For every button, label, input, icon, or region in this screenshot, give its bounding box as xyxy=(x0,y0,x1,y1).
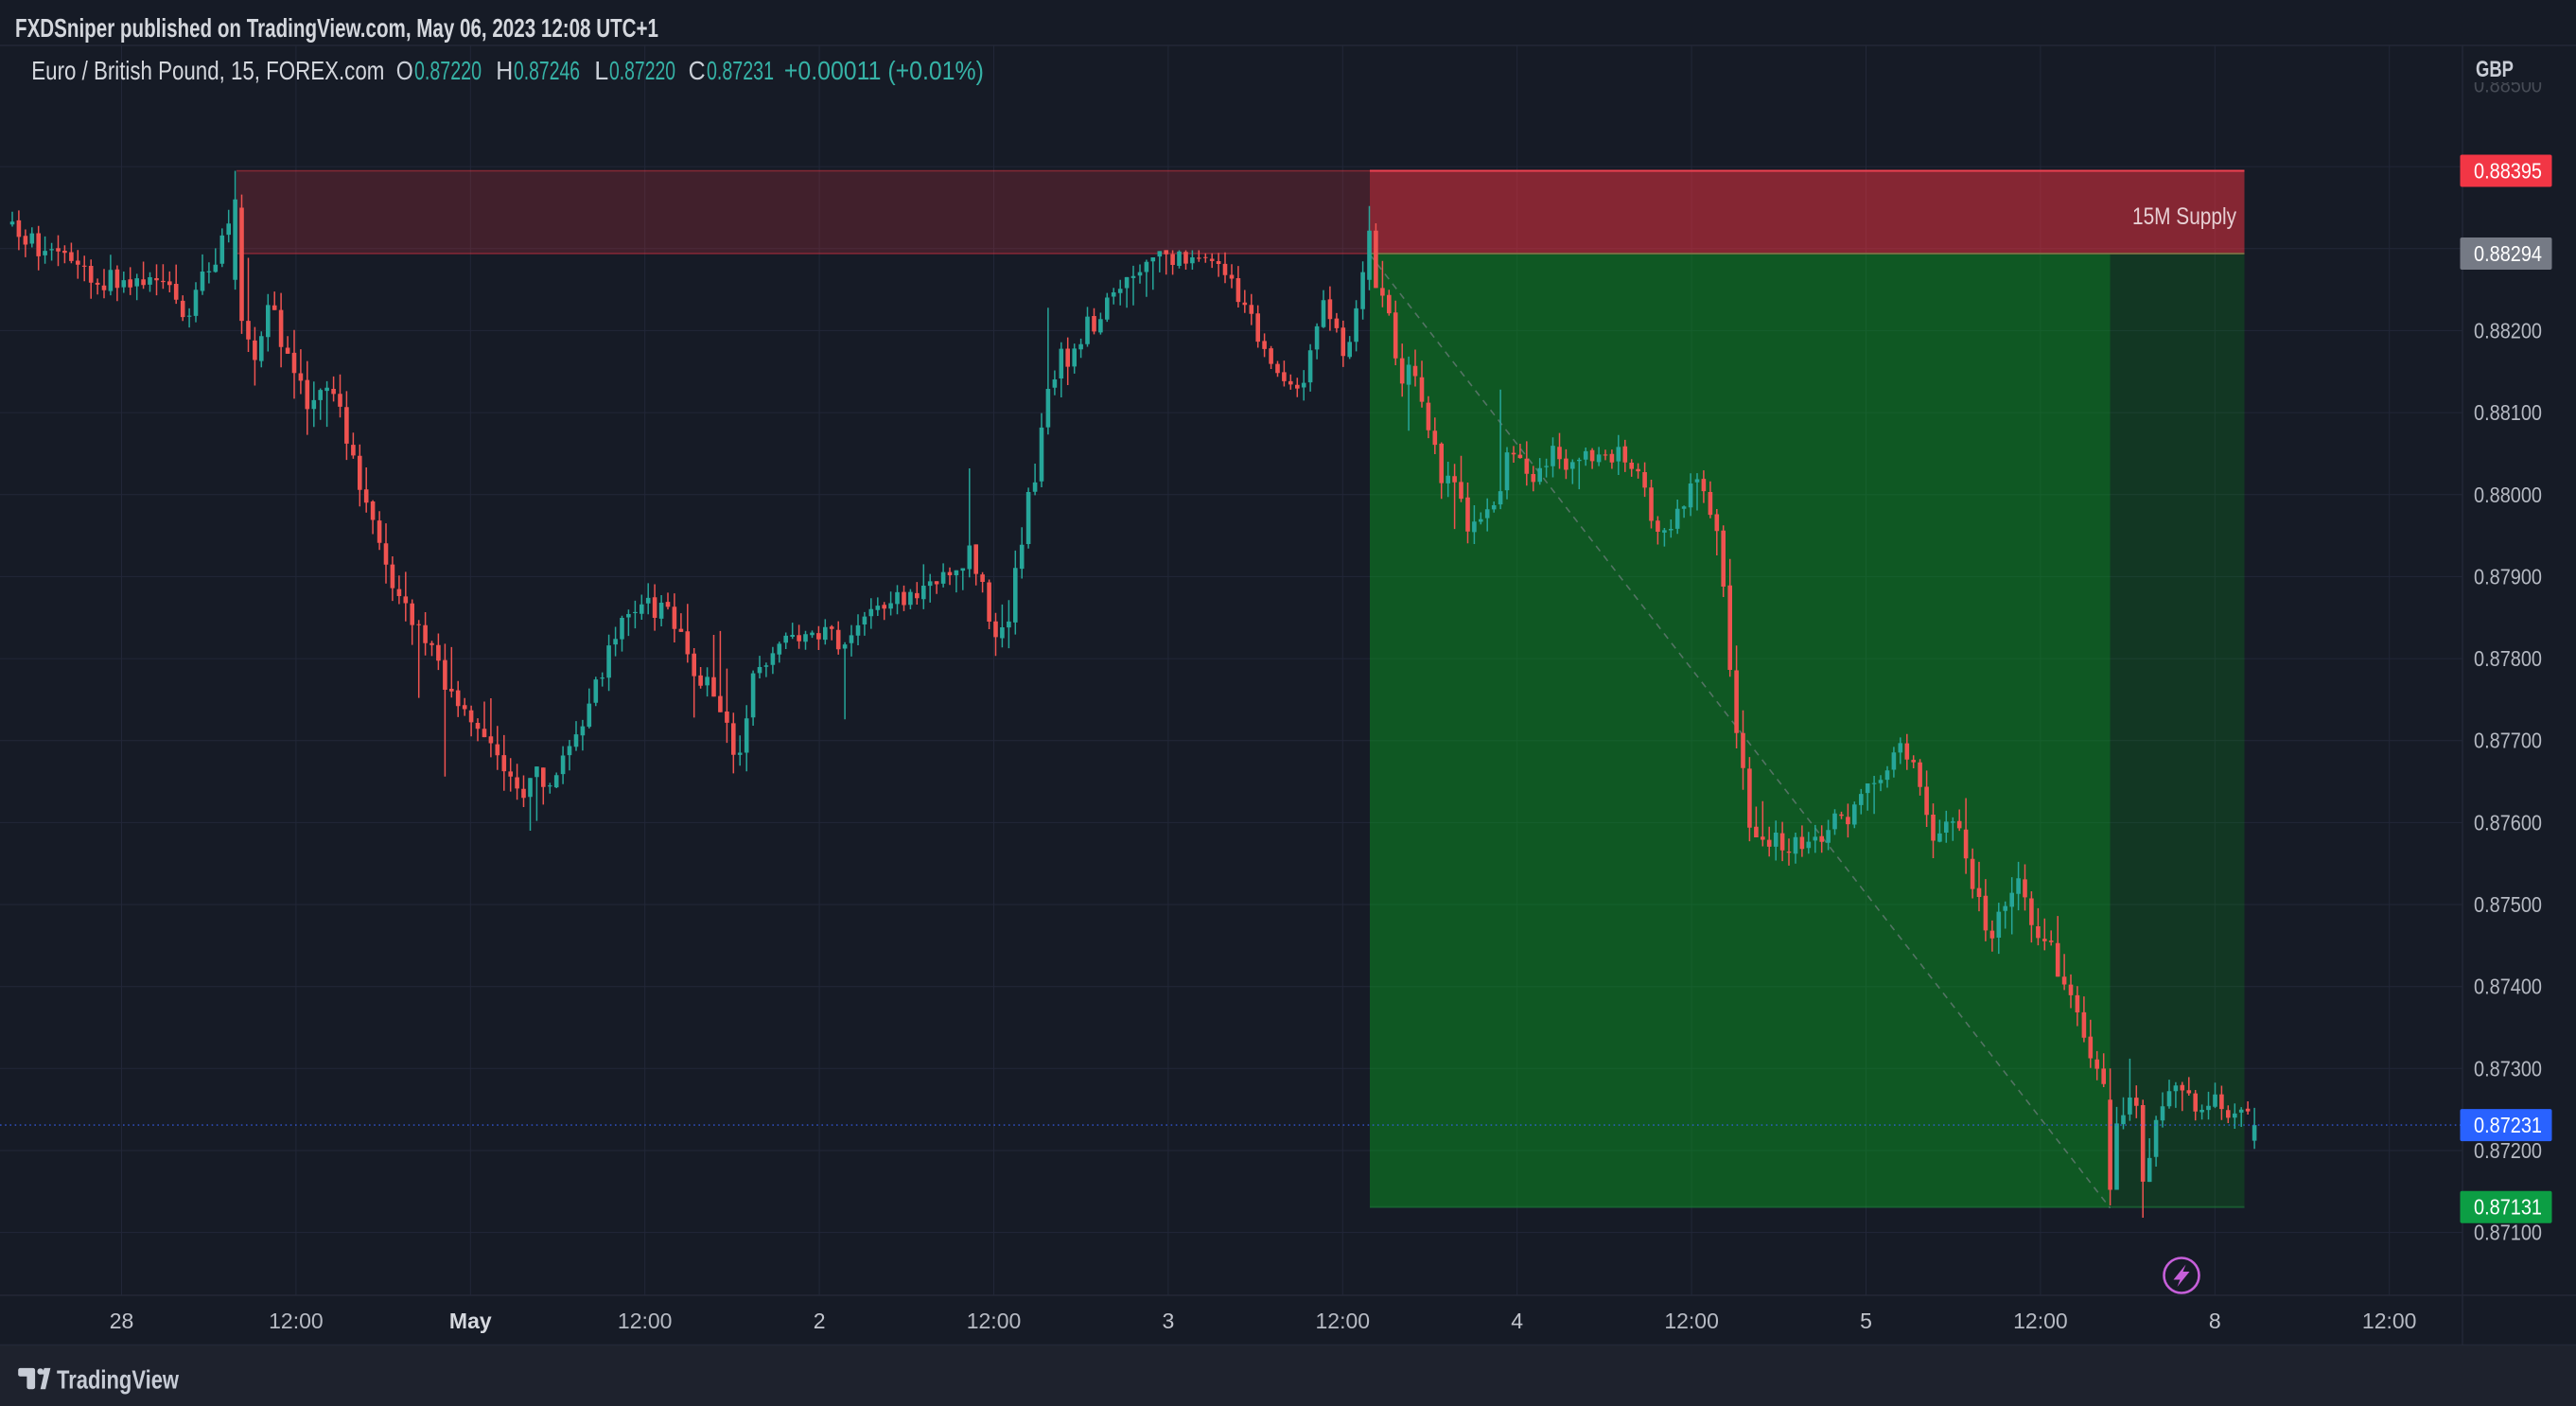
svg-text:4: 4 xyxy=(1511,1309,1523,1333)
svg-text:0.87100: 0.87100 xyxy=(2474,1221,2542,1245)
svg-text:0.87246: 0.87246 xyxy=(514,56,580,85)
svg-text:0.87231: 0.87231 xyxy=(2474,1113,2542,1137)
svg-text:0.87131: 0.87131 xyxy=(2474,1195,2542,1220)
svg-text:12:00: 12:00 xyxy=(269,1309,324,1333)
svg-text:0.88100: 0.88100 xyxy=(2474,400,2542,425)
svg-text:0.87300: 0.87300 xyxy=(2474,1056,2542,1081)
svg-text:TradingView: TradingView xyxy=(57,1365,179,1395)
svg-text:H: H xyxy=(496,56,513,85)
svg-text:0.87220: 0.87220 xyxy=(414,56,482,85)
svg-text:3: 3 xyxy=(1163,1309,1175,1333)
svg-text:5: 5 xyxy=(1860,1309,1872,1333)
svg-text:0.87220: 0.87220 xyxy=(609,56,675,85)
svg-text:+0.00011 (+0.01%): +0.00011 (+0.01%) xyxy=(784,56,984,85)
svg-text:0.88000: 0.88000 xyxy=(2474,483,2542,507)
svg-text:28: 28 xyxy=(110,1309,134,1333)
svg-text:12:00: 12:00 xyxy=(2362,1309,2417,1333)
svg-text:0.87231: 0.87231 xyxy=(707,56,774,85)
svg-text:12:00: 12:00 xyxy=(2013,1309,2068,1333)
svg-text:0.88200: 0.88200 xyxy=(2474,318,2542,343)
svg-text:0.87200: 0.87200 xyxy=(2474,1138,2542,1163)
svg-text:0.88294: 0.88294 xyxy=(2474,241,2542,266)
svg-text:FXDSniper published on Trading: FXDSniper published on TradingView.com, … xyxy=(15,13,658,43)
svg-text:8: 8 xyxy=(2209,1309,2221,1333)
svg-text:0.87800: 0.87800 xyxy=(2474,646,2542,671)
svg-text:0.87700: 0.87700 xyxy=(2474,729,2542,753)
svg-text:GBP: GBP xyxy=(2476,57,2514,82)
svg-text:12:00: 12:00 xyxy=(1664,1309,1719,1333)
svg-text:L: L xyxy=(594,56,608,85)
svg-text:12:00: 12:00 xyxy=(1316,1309,1371,1333)
svg-text:May: May xyxy=(449,1309,492,1333)
svg-text:15M Supply: 15M Supply xyxy=(2132,203,2236,230)
svg-text:12:00: 12:00 xyxy=(618,1309,673,1333)
svg-text:12:00: 12:00 xyxy=(967,1309,1022,1333)
svg-text:2: 2 xyxy=(814,1309,826,1333)
svg-text:0.87900: 0.87900 xyxy=(2474,564,2542,589)
svg-text:C: C xyxy=(689,56,706,85)
svg-text:0.87500: 0.87500 xyxy=(2474,892,2542,917)
svg-text:0.87400: 0.87400 xyxy=(2474,975,2542,999)
svg-text:O: O xyxy=(396,56,413,85)
svg-text:Euro / British Pound, 15, FORE: Euro / British Pound, 15, FOREX.com xyxy=(31,56,384,85)
svg-text:0.87600: 0.87600 xyxy=(2474,810,2542,835)
svg-text:0.88395: 0.88395 xyxy=(2474,159,2542,184)
